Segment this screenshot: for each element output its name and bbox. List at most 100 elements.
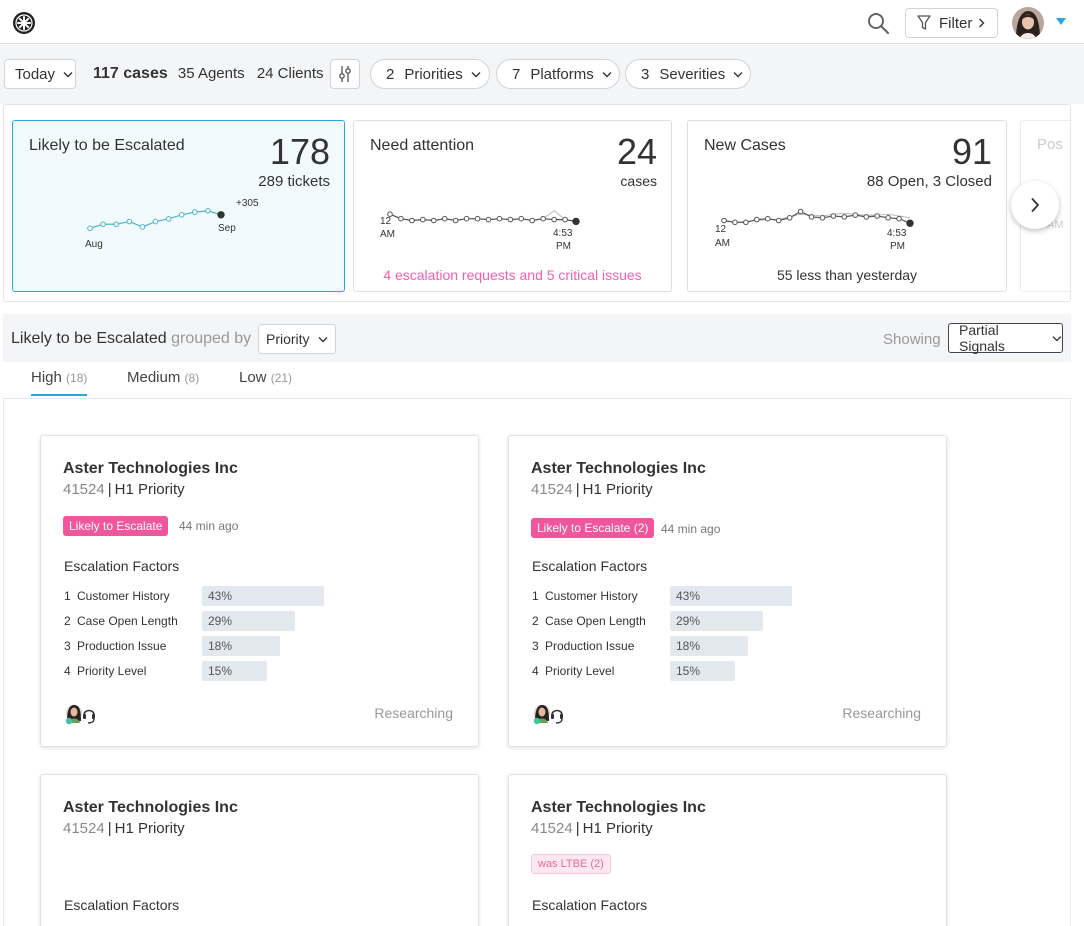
factor-index: 2 bbox=[64, 614, 71, 628]
factors-title: Escalation Factors bbox=[532, 897, 648, 913]
factor-row: 4 Priority Level 15% bbox=[64, 661, 464, 681]
sparkline-point bbox=[830, 213, 837, 219]
card-title: Likely to be Escalated bbox=[29, 137, 185, 154]
sparkline-point bbox=[786, 215, 793, 221]
sparkline-end-label: 4:53 bbox=[887, 228, 907, 239]
card-title: Pos bbox=[1037, 136, 1063, 153]
chevron-right-icon bbox=[979, 18, 985, 28]
factor-row: 2 Case Open Length 29% bbox=[64, 611, 464, 631]
date-range-dropdown[interactable]: Today bbox=[4, 59, 76, 89]
factor-bar: 43% bbox=[670, 586, 792, 606]
carousel-next-button[interactable] bbox=[1011, 181, 1059, 229]
priorities-label: Priorities bbox=[404, 65, 463, 83]
platforms-count: 7 bbox=[512, 65, 521, 83]
attention-sparkline: 12 AM 4:53 PM bbox=[380, 209, 580, 252]
factor-bar: 43% bbox=[202, 586, 324, 606]
adjust-filters-button[interactable] bbox=[330, 59, 360, 89]
filter-button[interactable]: Filter bbox=[905, 8, 998, 38]
sparkline-point bbox=[205, 207, 211, 214]
case-card[interactable]: Aster Technologies Inc 41524 | H1 Priority… bbox=[508, 435, 947, 747]
card-value: 178 bbox=[269, 131, 330, 172]
factor-index: 1 bbox=[64, 589, 71, 603]
sparkline-start-label-ampm: AM bbox=[715, 238, 730, 249]
case-card[interactable]: Aster Technologies Inc 41524 | H1 Priority… bbox=[40, 435, 479, 747]
tab-high[interactable]: High (18) bbox=[31, 369, 88, 396]
app-logo-icon[interactable] bbox=[12, 11, 36, 35]
sparkline-point bbox=[896, 215, 902, 222]
factor-row: 3 Production Issue 18% bbox=[532, 636, 932, 656]
priorities-count: 2 bbox=[386, 65, 395, 83]
factor-name: Production Issue bbox=[545, 639, 635, 653]
sparkline-point bbox=[808, 214, 815, 220]
sparkline-point bbox=[100, 221, 106, 228]
sparkline-point bbox=[775, 217, 782, 224]
tab-medium[interactable]: Medium (8) bbox=[127, 369, 199, 394]
sparkline-point bbox=[743, 219, 749, 226]
chevron-down-icon bbox=[63, 71, 73, 77]
case-company: Aster Technologies Inc bbox=[63, 799, 238, 816]
group-by-dropdown[interactable]: Priority bbox=[258, 324, 336, 354]
signals-dropdown[interactable]: Partial Signals bbox=[948, 322, 1063, 354]
chevron-down-icon bbox=[471, 71, 481, 77]
case-id: 41524 bbox=[531, 481, 573, 498]
factor-index: 2 bbox=[532, 614, 539, 628]
case-card[interactable]: Aster Technologies Inc 41524 | H1 Priority… bbox=[40, 774, 479, 926]
chevron-down-icon bbox=[318, 336, 328, 342]
factor-name: Priority Level bbox=[545, 664, 615, 678]
sparkline-point bbox=[906, 219, 914, 227]
new-cases-card[interactable]: New Cases 91 88 Open, 3 Closed 12 AM 4:5… bbox=[687, 120, 1007, 292]
factor-row: 3 Production Issue 18% bbox=[64, 636, 464, 656]
tab-count: (18) bbox=[66, 371, 88, 385]
sparkline-point bbox=[852, 212, 859, 218]
grouping-bar: Likely to be Escalated grouped by Priori… bbox=[3, 314, 1071, 362]
sparkline-point bbox=[841, 214, 848, 220]
sparkline-point bbox=[485, 216, 492, 223]
card-title: New Cases bbox=[704, 137, 786, 154]
case-id: 41524 bbox=[531, 820, 573, 837]
tab-label: Medium bbox=[127, 369, 181, 386]
sparkline-point bbox=[819, 215, 826, 221]
filter-row: Today 117 cases 35 Agents 24 Clients 2 P… bbox=[0, 44, 1084, 104]
sparkline-start-label: 12 bbox=[380, 216, 392, 227]
escalation-badge: Likely to Escalate bbox=[63, 516, 169, 536]
sparkline-point bbox=[885, 215, 891, 221]
sparkline-point bbox=[441, 215, 448, 222]
factor-name: Priority Level bbox=[77, 664, 147, 678]
case-meta: 41524 | H1 Priority bbox=[63, 820, 185, 837]
assigned-agent-avatar-icon[interactable] bbox=[533, 703, 567, 725]
likely-escalated-card[interactable]: Likely to be Escalated 178 289 tickets +… bbox=[12, 120, 345, 292]
tab-low[interactable]: Low (21) bbox=[239, 369, 292, 394]
card-footer: 4 escalation requests and 5 critical iss… bbox=[383, 267, 642, 283]
factor-bar: 29% bbox=[202, 611, 295, 631]
sparkline-point bbox=[139, 224, 146, 230]
platforms-filter[interactable]: 7 Platforms bbox=[496, 59, 620, 89]
case-list: Aster Technologies Inc 41524 | H1 Priority… bbox=[3, 399, 1071, 926]
assigned-agent-avatar-icon[interactable] bbox=[65, 703, 99, 725]
case-id: 41524 bbox=[63, 820, 105, 837]
severities-label: Severities bbox=[659, 65, 726, 83]
sparkline-point bbox=[178, 212, 185, 218]
user-avatar[interactable] bbox=[1012, 7, 1044, 39]
card-unit: cases bbox=[620, 173, 657, 189]
sparkline-point bbox=[463, 215, 470, 222]
sparkline-point bbox=[540, 215, 546, 222]
card-subvalue: 88 Open, 3 Closed bbox=[866, 173, 992, 190]
priorities-filter[interactable]: 2 Priorities bbox=[370, 59, 490, 89]
case-card[interactable]: Aster Technologies Inc 41524 | H1 Priority… bbox=[508, 774, 947, 926]
sparkline-point bbox=[732, 219, 738, 226]
sparkline-point bbox=[192, 209, 198, 215]
need-attention-card[interactable]: Need attention 24 cases 12 AM 4:53 PM 4 … bbox=[353, 120, 672, 292]
case-company: Aster Technologies Inc bbox=[531, 799, 706, 816]
user-menu-caret-icon[interactable] bbox=[1056, 18, 1066, 25]
funnel-icon bbox=[917, 15, 931, 30]
case-company: Aster Technologies Inc bbox=[531, 460, 706, 477]
chevron-down-icon bbox=[602, 71, 612, 77]
case-status: Researching bbox=[842, 705, 921, 721]
severities-filter[interactable]: 3 Severities bbox=[625, 59, 751, 89]
severities-count: 3 bbox=[641, 65, 650, 83]
tab-count: (21) bbox=[270, 371, 293, 385]
sparkline-start-label-ampm: AM bbox=[380, 229, 395, 240]
factor-name: Case Open Length bbox=[77, 614, 178, 628]
search-icon[interactable] bbox=[866, 11, 890, 35]
factor-bar: 15% bbox=[670, 661, 735, 681]
